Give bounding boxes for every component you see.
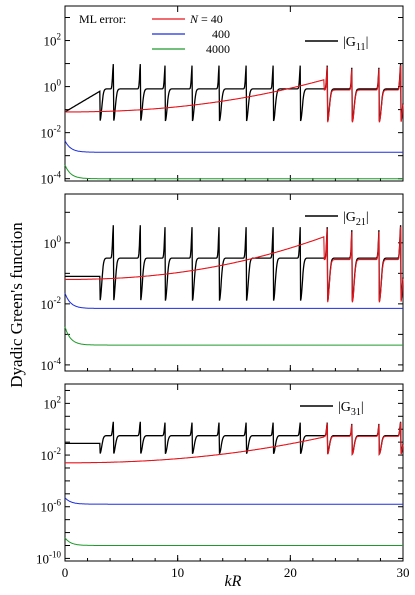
panel-3: 0 10 20 30 102 10-2 10-6 10-10 |G31| — [36, 383, 410, 580]
legend-label: 4000 — [206, 42, 230, 56]
x-tick-label: 20 — [284, 565, 297, 580]
panel-2: 100 10-2 10-4 |G21| — [41, 193, 404, 373]
series-N4000 — [64, 537, 403, 546]
y-tick-label: 10-10 — [36, 549, 61, 566]
y-tick-label: 102 — [44, 32, 62, 49]
series-exact — [65, 421, 404, 456]
x-tick-label: 30 — [397, 565, 410, 580]
series-group — [64, 64, 404, 180]
component-label: |G21| — [343, 210, 369, 228]
series-group — [64, 225, 404, 346]
series-exact — [64, 64, 404, 122]
series-exact — [65, 225, 404, 302]
panel-frame — [64, 383, 404, 562]
x-tick-label: 0 — [62, 565, 69, 580]
component-label: |G31| — [338, 400, 364, 418]
component-label: |G11| — [343, 35, 368, 53]
y-tick-label: 10-2 — [41, 124, 62, 141]
legend-label: 400 — [212, 27, 230, 41]
legend-label: N = 40 — [189, 12, 223, 26]
x-axis-title-k: k — [225, 573, 233, 590]
legend-heading: ML error: — [79, 12, 126, 26]
series-N4000 — [64, 164, 403, 180]
x-tick-label: 10 — [171, 565, 184, 580]
series-N40 — [65, 226, 404, 303]
series-N4000 — [64, 326, 403, 346]
y-tick-label: 100 — [44, 234, 62, 251]
series-N40 — [65, 422, 404, 464]
y-tick-label: 102 — [44, 394, 62, 411]
series-N400 — [64, 140, 403, 153]
series-N400 — [64, 293, 403, 309]
panel-1: 102 100 10-2 10-4 |G11| — [41, 5, 404, 187]
series-N400 — [64, 497, 403, 505]
series-group — [64, 421, 404, 546]
x-axis-title-r: R — [231, 573, 242, 590]
y-tick-label: 10-4 — [41, 356, 62, 373]
y-tick-label: 10-2 — [41, 446, 62, 463]
y-tick-label: 10-6 — [41, 498, 62, 515]
y-tick-label: 100 — [44, 78, 62, 95]
x-axis-title: kR — [225, 573, 242, 590]
y-tick-label: 10-4 — [41, 170, 62, 187]
panel-frame — [64, 5, 404, 182]
y-axis-title: Dyadic Green's function — [7, 222, 26, 388]
series-N40 — [65, 65, 404, 123]
y-tick-label: 10-2 — [41, 295, 62, 312]
